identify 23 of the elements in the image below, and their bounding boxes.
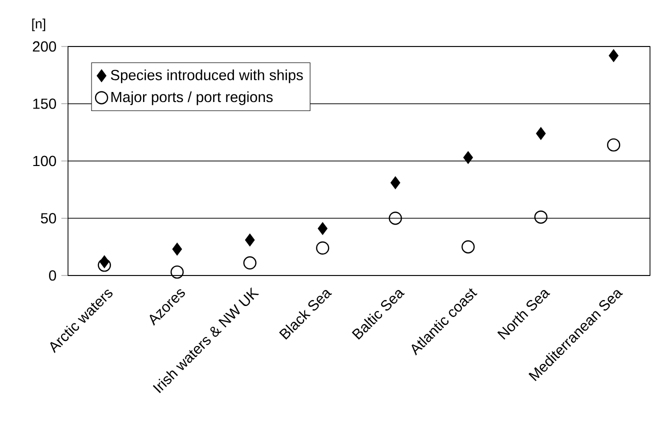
legend-label: Species introduced with ships — [110, 69, 303, 84]
point — [390, 176, 400, 189]
y-tick-label: 150 — [33, 98, 56, 109]
point — [608, 49, 618, 62]
y-tick-label: 100 — [33, 156, 56, 166]
point — [463, 151, 473, 164]
point — [607, 138, 620, 152]
legend-label: Major ports / port regions — [111, 91, 273, 106]
point — [534, 210, 548, 224]
point — [388, 212, 402, 225]
y-tick-label: 200 — [32, 41, 56, 52]
point — [536, 127, 546, 140]
point — [170, 265, 184, 279]
point — [316, 241, 330, 255]
point — [172, 242, 182, 256]
y-tick-label: 50 — [40, 213, 56, 224]
point — [98, 258, 111, 272]
point — [243, 256, 256, 270]
y-axis-title: [n] — [32, 18, 46, 32]
y-tick-label: 0 — [49, 270, 56, 281]
point — [462, 240, 475, 254]
point — [318, 222, 328, 235]
point — [245, 234, 255, 246]
